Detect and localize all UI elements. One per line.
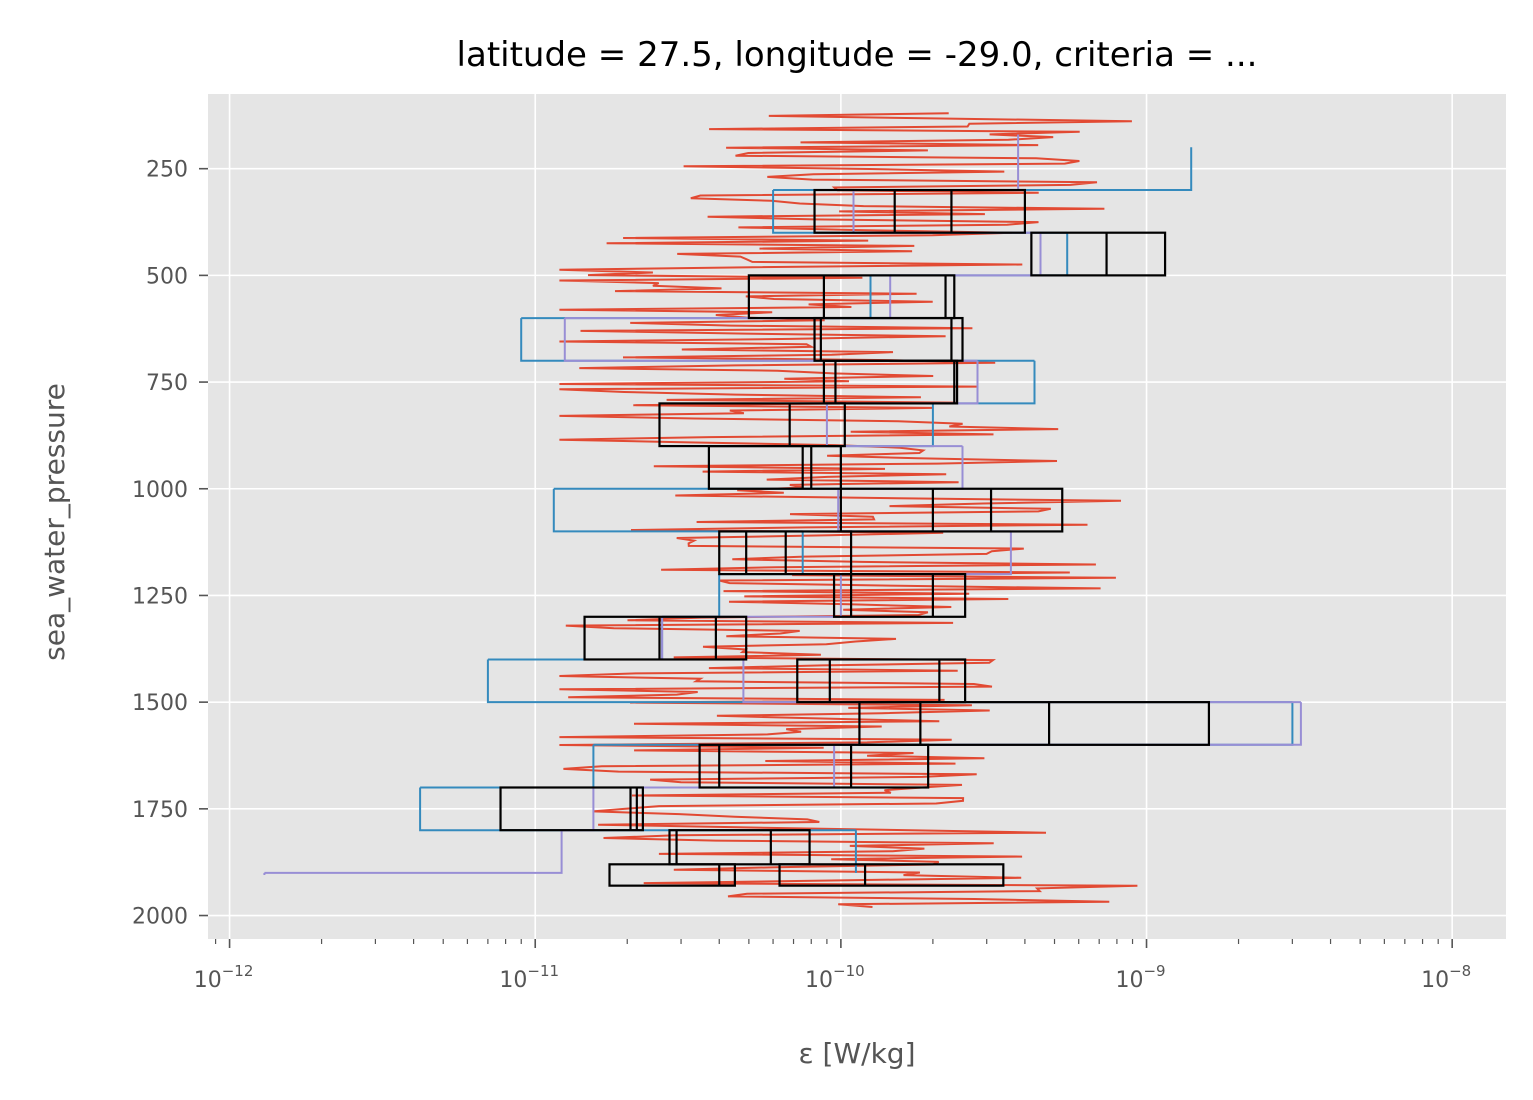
x-axis-label: ε [W/kg] bbox=[799, 1037, 916, 1070]
y-tick-label: 1750 bbox=[132, 798, 188, 823]
segment-box bbox=[668, 829, 811, 866]
segment-box bbox=[778, 863, 1005, 887]
y-axis-label: sea_water_pressure bbox=[38, 383, 71, 661]
x-tick-label: 10−11 bbox=[499, 962, 559, 993]
series-layer bbox=[263, 112, 1302, 908]
y-tick-label: 1500 bbox=[132, 691, 188, 716]
segment-box bbox=[698, 743, 930, 789]
step-segment bbox=[264, 830, 563, 874]
y-tick-label: 500 bbox=[146, 264, 188, 289]
segment-box bbox=[499, 786, 644, 832]
y-tick-label: 750 bbox=[146, 371, 188, 396]
segment-box bbox=[608, 863, 736, 887]
y-tick-label: 1250 bbox=[132, 584, 188, 609]
segment-box bbox=[707, 444, 842, 490]
x-tick-label: 10−10 bbox=[805, 962, 865, 993]
profile-line bbox=[559, 112, 1138, 908]
x-tick-label: 10−9 bbox=[1115, 962, 1165, 993]
segment-box bbox=[839, 487, 1064, 533]
x-tick-label: 10−8 bbox=[1421, 962, 1471, 993]
segment-box bbox=[858, 701, 1211, 746]
segment-box bbox=[832, 573, 967, 618]
segment-box bbox=[1030, 231, 1167, 277]
chart-title: latitude = 27.5, longitude = -29.0, crit… bbox=[457, 35, 1258, 75]
y-tick-label: 1000 bbox=[132, 478, 188, 503]
segment-box bbox=[822, 359, 959, 405]
y-tick-label: 250 bbox=[146, 158, 188, 183]
segment-box bbox=[583, 615, 748, 661]
x-tick-label: 10−12 bbox=[194, 962, 254, 993]
y-tick-label: 2000 bbox=[132, 905, 188, 930]
segment-box bbox=[813, 188, 1026, 234]
